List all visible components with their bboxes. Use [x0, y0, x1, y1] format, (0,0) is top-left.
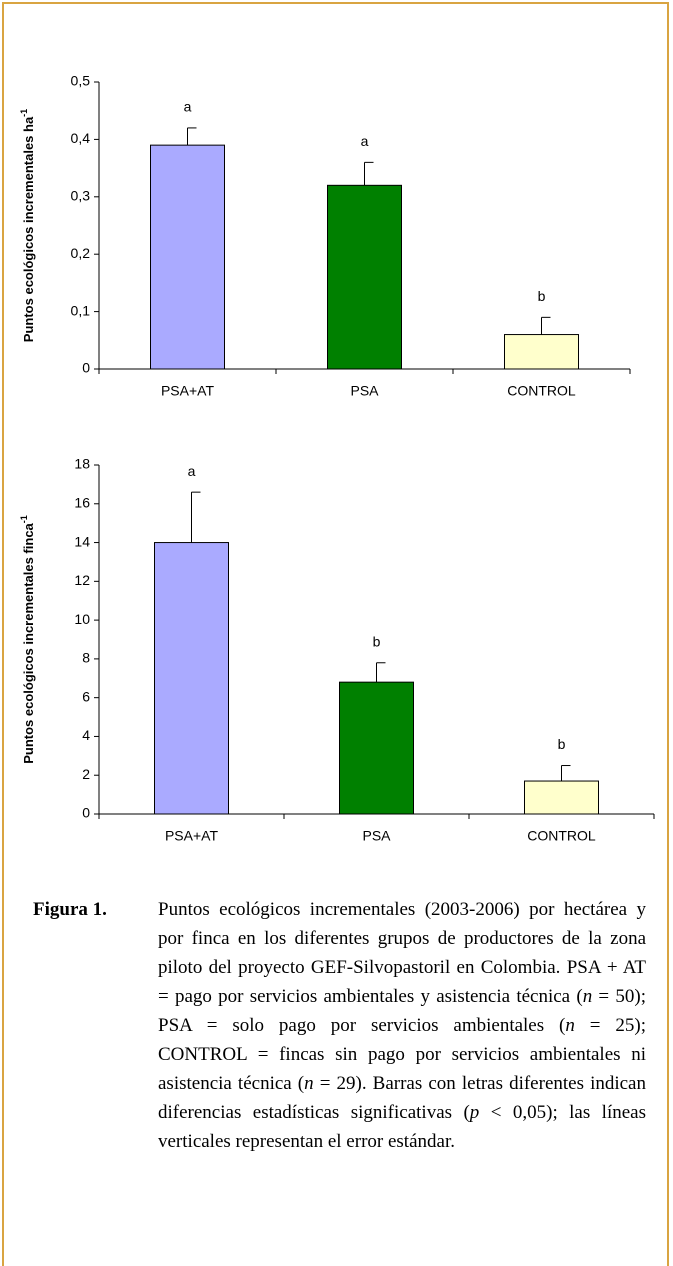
y-tick-label: 0,5: [71, 73, 91, 89]
y-tick-label: 10: [74, 611, 90, 627]
bar: [327, 184, 402, 370]
y-axis-label-text: Puntos ecológicos incrementales finca: [21, 522, 36, 763]
y-tick-label: 0,2: [71, 245, 91, 261]
y-tick-label: 0,1: [71, 302, 91, 318]
caption-run: n: [565, 1015, 575, 1036]
significance-letter: b: [558, 736, 566, 752]
caption-run: Puntos ecológicos incrementales (2003-20…: [158, 899, 646, 1007]
caption-run: = 25); CONTROL = fincas sin pago por ser…: [158, 1015, 646, 1094]
bar: [524, 780, 599, 815]
caption-text: Puntos ecológicos incrementales (2003-20…: [158, 895, 646, 1156]
y-tick-label: 14: [74, 533, 90, 549]
caption-run: p: [469, 1102, 480, 1123]
bar: [504, 334, 579, 370]
y-tick-label: 12: [74, 572, 90, 588]
y-tick-label: 0: [82, 360, 90, 376]
caption-run: < 0,05); las líneas verticales represent…: [158, 1102, 646, 1152]
y-axis-label-sup: -1: [19, 109, 29, 117]
x-tick-label: PSA+AT: [165, 828, 218, 844]
significance-letter: b: [373, 633, 381, 649]
y-tick-label: 16: [74, 494, 90, 510]
y-tick-label: 2: [82, 766, 90, 782]
significance-letter: b: [538, 288, 546, 304]
significance-letter: a: [188, 463, 196, 479]
caption-run: = 29). Barras con letras diferentes indi…: [158, 1073, 646, 1123]
x-tick-label: PSA: [350, 383, 379, 399]
bar: [150, 144, 225, 370]
y-tick-label: 0,3: [71, 188, 91, 204]
y-tick-label: 4: [82, 727, 90, 743]
significance-letter: a: [184, 99, 192, 115]
bar: [154, 542, 229, 815]
caption-run: n: [582, 986, 593, 1007]
caption-run: = 50); PSA = solo pago por servicios amb…: [158, 986, 646, 1036]
y-tick-label: 0: [82, 805, 90, 821]
caption-label: Figura 1.: [33, 899, 107, 920]
y-axis-label-text: Puntos ecológicos incrementales ha: [21, 116, 36, 342]
y-axis-label-sup: -1: [19, 515, 29, 523]
significance-letter: a: [361, 133, 369, 149]
bar: [339, 681, 414, 815]
x-tick-label: PSA+AT: [161, 383, 214, 399]
charts: 0 0,1 0,2 0,3 0,4 0,5 Puntos ecológicos increm…: [19, 73, 655, 844]
y-tick-label: 18: [74, 456, 90, 472]
caption-run: n: [304, 1073, 314, 1094]
y-axis-label: Puntos ecológicos incrementales finca-1: [19, 515, 36, 764]
x-tick-label: PSA: [362, 828, 391, 844]
y-tick-label: 0,4: [71, 130, 91, 146]
y-axis-label: Puntos ecológicos incrementales ha-1: [19, 109, 36, 342]
y-tick-label: 6: [82, 688, 90, 704]
x-tick-label: CONTROL: [527, 828, 596, 844]
x-tick-label: CONTROL: [507, 383, 576, 399]
y-tick-label: 8: [82, 650, 90, 666]
